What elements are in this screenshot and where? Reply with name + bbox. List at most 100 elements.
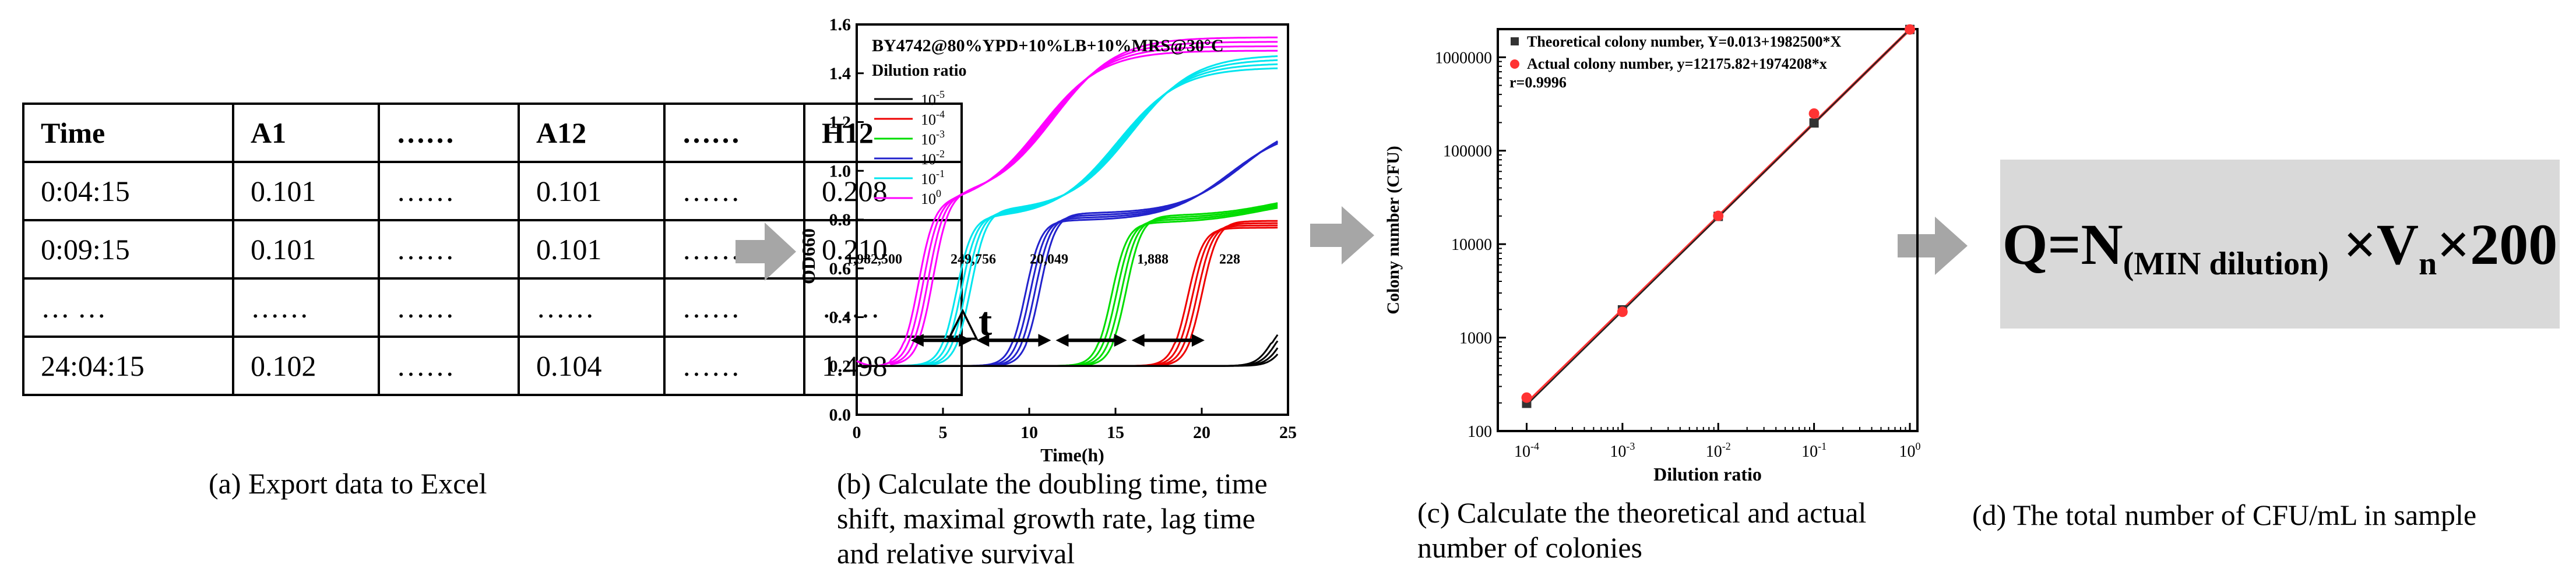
- colony-count-label: 20,049: [1030, 252, 1068, 267]
- colony-count-label: 1,982,500: [846, 252, 902, 267]
- table-cell: 0.104: [518, 336, 666, 396]
- colony-count-label: 1,888: [1137, 252, 1169, 267]
- x-tick-label: 0: [853, 423, 861, 442]
- table-header-cell: A12: [518, 103, 666, 163]
- table-cell: ……: [378, 219, 520, 280]
- growth-curve-line: [856, 41, 1278, 367]
- growth-curve-line: [856, 36, 1278, 367]
- growth-curve-line: [857, 347, 1279, 367]
- actual-point: [1617, 306, 1628, 317]
- y-tick-label: 100000: [1443, 143, 1492, 161]
- chart-b-legend-title: Dilution ratio: [872, 62, 967, 80]
- x-tick-label: 100: [1899, 440, 1920, 461]
- legend-label-actual: Actual colony number, y=12175.82+1974208…: [1527, 55, 1827, 72]
- arrow-c-to-d: [1898, 217, 1968, 275]
- panel-a-caption: (a) Export data to Excel: [209, 467, 487, 500]
- legend-label-theoretical: Theoretical colony number, Y=0.013+19825…: [1527, 33, 1841, 50]
- table-cell: 0:04:15: [22, 161, 234, 221]
- table-header-cell: ……: [378, 103, 520, 163]
- y-tick-label: 1.2: [829, 113, 851, 132]
- chart-b-title: BY4742@80%YPD+10%LB+10%MRS@30°C: [872, 36, 1224, 55]
- x-tick-label: 10-4: [1514, 440, 1539, 461]
- table-header-cell: A1: [232, 103, 380, 163]
- x-tick-label: 10-2: [1706, 440, 1731, 461]
- growth-curve-line: [857, 353, 1279, 367]
- y-tick-label: 0.0: [829, 405, 851, 425]
- table-row: 0:09:15 0.101…… 0.101…… 0.210: [22, 219, 963, 280]
- legend-label: 10-2: [921, 148, 945, 168]
- arrow-a-to-b: [736, 223, 796, 281]
- y-tick-label: 0.8: [829, 210, 851, 230]
- table-row: 24:04:15 0.102…… 0.104…… 1.498: [22, 336, 963, 396]
- x-tick-label: 20: [1193, 423, 1210, 442]
- actual-point: [1808, 108, 1820, 119]
- theoretical-point: [1809, 118, 1819, 128]
- legend-label: 10-5: [921, 89, 945, 108]
- x-tick-label: 5: [939, 423, 948, 442]
- table-cell: 0.101: [232, 219, 380, 280]
- table-cell: 0.208: [803, 161, 963, 221]
- table-cell: 0.101: [518, 219, 666, 280]
- chart-b-xlabel: Time(h): [1040, 444, 1104, 465]
- panel-c-caption: (c) Calculate the theoretical and actual…: [1417, 496, 1867, 564]
- formula-box: Q=N (MIN dilution) ×V n ×200: [2000, 160, 2560, 329]
- table-cell: ……: [663, 336, 805, 396]
- cfu-formula: Q=N (MIN dilution) ×V n ×200: [2002, 211, 2558, 283]
- plot-frame: [1497, 28, 1919, 432]
- y-tick-label: 0.4: [829, 308, 851, 327]
- arrow-head-left: [1055, 334, 1069, 347]
- delta-t-label: △t: [947, 299, 992, 344]
- panel-d-caption: (d) The total number of CFU/mL in sample: [1972, 499, 2477, 531]
- panel-b-caption: (b) Calculate the doubling time, time sh…: [837, 467, 1268, 570]
- y-tick-label: 0.6: [829, 259, 851, 278]
- growth-curve-line: [856, 50, 1278, 367]
- growth-curve-line: [856, 45, 1278, 367]
- y-tick-label: 1000000: [1435, 49, 1492, 67]
- y-tick-label: 1.6: [829, 15, 851, 34]
- legend-label: 100: [921, 188, 941, 207]
- x-tick-label: 10-3: [1610, 440, 1635, 461]
- arrow-head-right: [959, 334, 972, 347]
- table-header-cell: Time: [22, 103, 234, 163]
- chart-c-ylabel: Colony number (CFU): [1384, 146, 1403, 314]
- y-tick-label: 1000: [1459, 330, 1492, 348]
- x-tick-label: 25: [1279, 423, 1297, 442]
- table-cell: ……: [378, 161, 520, 221]
- arrow-head-left: [976, 334, 990, 347]
- chart-b-ylabel: OD660: [798, 228, 819, 284]
- arrow-head-left: [910, 334, 924, 347]
- y-tick-label: 1.0: [829, 161, 851, 181]
- x-tick-label: 15: [1107, 423, 1124, 442]
- actual-point: [1713, 210, 1724, 221]
- table-cell: … …: [22, 277, 234, 338]
- y-tick-label: 1.4: [829, 64, 851, 83]
- table-header-cell: ……: [663, 103, 805, 163]
- growth-curve-chart: 0 5 10 15 20 25 0.0 0.2 0.4 0.6 0.8 1.0 1.2 1.4 1.6 10…: [798, 15, 1297, 465]
- table-cell: ……: [518, 277, 666, 338]
- arrow-b-to-c: [1310, 206, 1374, 264]
- arrow-head-right: [1191, 334, 1205, 347]
- table-row: 0:04:15 0.101…… 0.101…… 0.208: [22, 161, 963, 221]
- arrow-head-right: [1114, 334, 1127, 347]
- table-cell: 24:04:15: [22, 336, 234, 396]
- table-row: … ……………………………: [22, 277, 963, 338]
- table-header-cell: H12: [803, 103, 963, 163]
- colony-count-label: 228: [1219, 252, 1240, 267]
- chart-c-annotation: r=0.9996: [1509, 74, 1567, 91]
- excel-data-table: Time A1…… A12…… H12 0:04:15 0.101…… 0.101…… 0.2…: [22, 103, 963, 396]
- table-cell: ……: [803, 277, 963, 338]
- x-tick-label: 10-1: [1801, 440, 1827, 461]
- arrow-head-left: [1131, 334, 1145, 347]
- table-cell: ……: [663, 277, 805, 338]
- table-cell: ……: [378, 336, 520, 396]
- actual-point: [1521, 392, 1532, 403]
- table-cell: 0:09:15: [22, 219, 234, 280]
- colony-number-chart: 10-4 10-3 10-2 10-1 100 100 1000 10000 100000 100…: [1384, 24, 1920, 485]
- table-cell: ……: [232, 277, 380, 338]
- colony-count-label: 249,756: [951, 252, 996, 267]
- table-cell: 0.101: [518, 161, 666, 221]
- y-tick-label: 0.2: [829, 356, 851, 376]
- y-tick-label: 10000: [1451, 236, 1492, 254]
- table-cell: 0.102: [232, 336, 380, 396]
- table-cell: ……: [378, 277, 520, 338]
